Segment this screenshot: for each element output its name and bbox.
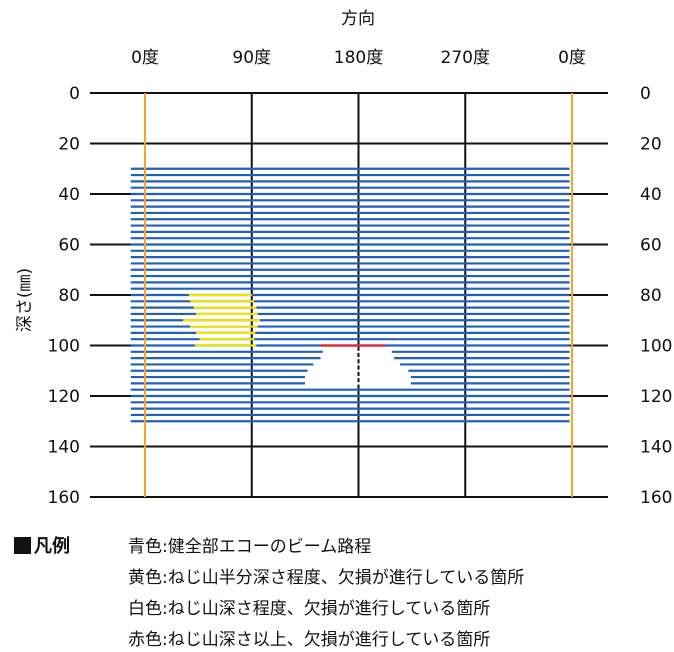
legend-title-text: 凡例 (34, 536, 70, 557)
y-tick-label-left-3: 60 (58, 236, 80, 256)
y-tick-label-left-7: 140 (48, 438, 80, 458)
legend-item-blue: 青色:健全部エコーのビーム路程 (128, 537, 372, 557)
legend-item-yellow: 黄色:ねじ山半分深さ程度、欠損が進行している箇所 (128, 568, 525, 588)
x-tick-label-2: 180度 (334, 48, 383, 68)
chart: 方向 深さ(㎜) 0度 90度 180度 270度 0度 0 0 20 20 40 40 60 60 80… (15, 9, 673, 508)
legend: 凡例 青色:健全部エコーのビーム路程 黄色:ねじ山半分深さ程度、欠損が進行してい… (0, 528, 674, 652)
y-tick-label-left-8: 160 (48, 488, 80, 508)
y-tick-label-right-8: 160 (640, 488, 672, 508)
y-tick-label-right-3: 60 (640, 236, 662, 256)
y-tick-label-right-4: 80 (640, 286, 662, 306)
y-tick-label-right-6: 120 (640, 387, 672, 407)
boundary-layer (144, 93, 573, 497)
series-layer (130, 167, 570, 423)
x-tick-label-0: 0度 (131, 48, 159, 68)
tick-layer: 0度 90度 180度 270度 0度 0 0 20 20 40 40 60 60 80 80 100 100 1… (48, 48, 673, 508)
legend-item-white: 白色:ねじ山深さ程度、欠損が進行している箇所 (128, 599, 491, 619)
y-tick-label-right-0: 0 (640, 84, 651, 104)
legend-item-red: 赤色:ねじ山深さ以上、欠損が進行している箇所 (128, 630, 491, 650)
y-tick-label-right-1: 20 (640, 135, 662, 155)
y-tick-label-right-2: 40 (640, 185, 662, 205)
y-tick-label-left-5: 100 (48, 337, 80, 357)
y-tick-label-left-4: 80 (58, 286, 80, 306)
legend-square-icon (14, 536, 31, 554)
x-tick-label-4: 0度 (558, 48, 586, 68)
x-tick-label-1: 90度 (232, 48, 271, 68)
y-tick-label-right-5: 100 (640, 337, 672, 357)
x-axis-title: 方向 (341, 9, 375, 29)
y-tick-label-right-7: 140 (640, 438, 672, 458)
y-axis-title: 深さ(㎜) (15, 268, 35, 332)
y-tick-label-left-1: 20 (58, 135, 80, 155)
y-tick-label-left-6: 120 (48, 387, 80, 407)
x-tick-label-3: 270度 (441, 48, 490, 68)
y-tick-label-left-2: 40 (58, 185, 80, 205)
y-tick-label-left-0: 0 (69, 84, 80, 104)
legend-title: 凡例 (14, 532, 70, 558)
